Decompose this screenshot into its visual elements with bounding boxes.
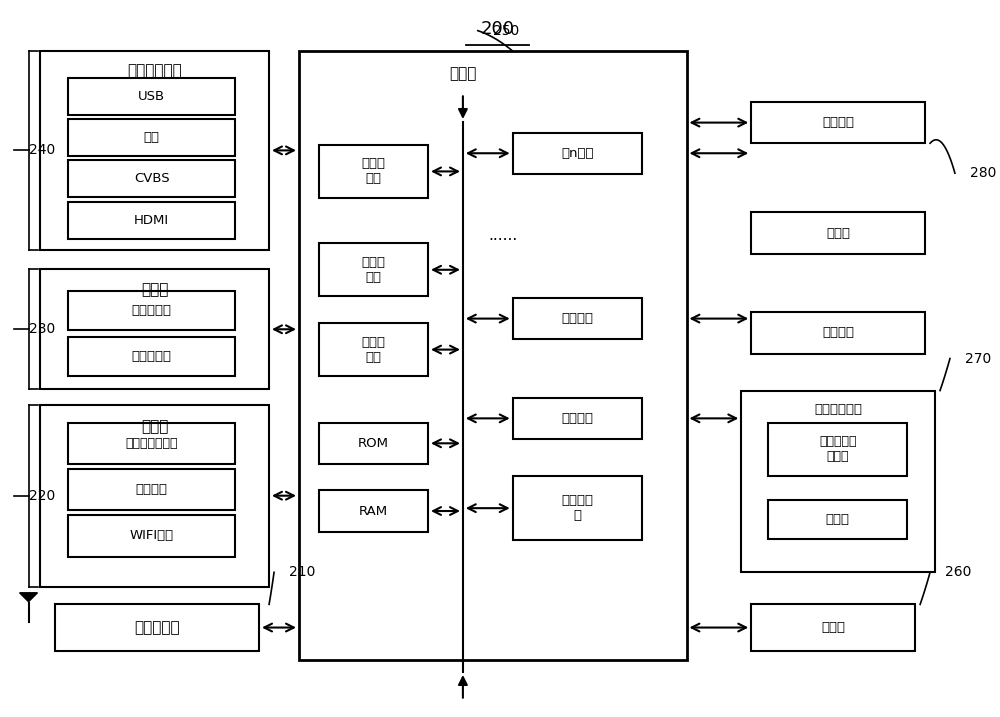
Text: HDMI: HDMI [134, 214, 169, 227]
Text: 外部装置接口: 外部装置接口 [127, 63, 182, 78]
Text: 260: 260 [945, 565, 971, 579]
Text: 第一接口: 第一接口 [561, 412, 593, 425]
Bar [40, 405, 269, 587]
Bar [68, 161, 235, 197]
Bar [513, 398, 642, 439]
Text: 图形处
理器: 图形处 理器 [361, 256, 385, 284]
Bar [751, 312, 925, 353]
Text: 声音采集器: 声音采集器 [132, 350, 172, 364]
Text: 通信器: 通信器 [141, 419, 168, 434]
Text: 用户接口: 用户接口 [822, 116, 854, 129]
Bar [768, 422, 907, 476]
Polygon shape [20, 593, 37, 602]
Bar [768, 500, 907, 538]
Bar [741, 391, 935, 572]
Bar [513, 476, 642, 540]
Text: 控制器: 控制器 [449, 66, 477, 81]
Text: 有线以太网模块: 有线以太网模块 [126, 437, 178, 450]
Text: 250: 250 [493, 24, 519, 38]
Bar [68, 516, 235, 556]
Bar [68, 119, 235, 156]
Text: 视频处
理器: 视频处 理器 [361, 336, 385, 364]
Text: 220: 220 [29, 489, 55, 503]
Text: 显示器: 显示器 [821, 621, 845, 634]
Text: 230: 230 [29, 322, 55, 336]
Bar [68, 422, 235, 464]
Bar [319, 422, 428, 464]
Text: 外接音响输
出端子: 外接音响输 出端子 [819, 435, 856, 463]
Text: 检测器: 检测器 [141, 282, 168, 297]
Bar [40, 51, 269, 250]
Bar [68, 337, 235, 376]
Bar [513, 133, 642, 174]
Text: 音频处
理器: 音频处 理器 [361, 158, 385, 186]
Bar [68, 201, 235, 239]
Text: 存储器: 存储器 [826, 227, 850, 239]
Text: CVBS: CVBS [134, 172, 170, 186]
Bar [68, 291, 235, 330]
Text: USB: USB [138, 90, 165, 103]
Text: WIFI模块: WIFI模块 [130, 529, 174, 543]
Text: 第n接口: 第n接口 [561, 147, 593, 160]
Text: RAM: RAM [359, 505, 388, 518]
Bar [40, 270, 269, 389]
Bar [299, 51, 687, 660]
Text: ......: ...... [488, 229, 517, 243]
Bar [751, 604, 915, 651]
Bar [55, 604, 259, 651]
Text: 调谐解调器: 调谐解调器 [134, 620, 180, 635]
Text: ROM: ROM [358, 437, 389, 450]
Text: 图像采集器: 图像采集器 [132, 304, 172, 317]
Bar [319, 243, 428, 297]
Text: 中央处理
器: 中央处理 器 [561, 494, 593, 522]
Text: 分量: 分量 [144, 131, 160, 144]
Bar [319, 490, 428, 532]
Bar [751, 102, 925, 143]
Text: 270: 270 [965, 351, 991, 366]
Text: 280: 280 [970, 166, 996, 180]
Bar [751, 212, 925, 254]
Bar [68, 77, 235, 115]
Text: 240: 240 [29, 143, 55, 158]
Text: 蓝牙模块: 蓝牙模块 [136, 483, 168, 496]
Bar [319, 323, 428, 376]
Text: 扬声器: 扬声器 [826, 513, 850, 526]
Text: 200: 200 [481, 20, 515, 38]
Text: 第二接口: 第二接口 [561, 312, 593, 325]
Bar [319, 145, 428, 198]
Text: 210: 210 [289, 565, 315, 579]
Bar [68, 469, 235, 511]
Text: 音频输出接口: 音频输出接口 [814, 403, 862, 416]
Bar [513, 298, 642, 339]
Text: 供电电源: 供电电源 [822, 326, 854, 339]
